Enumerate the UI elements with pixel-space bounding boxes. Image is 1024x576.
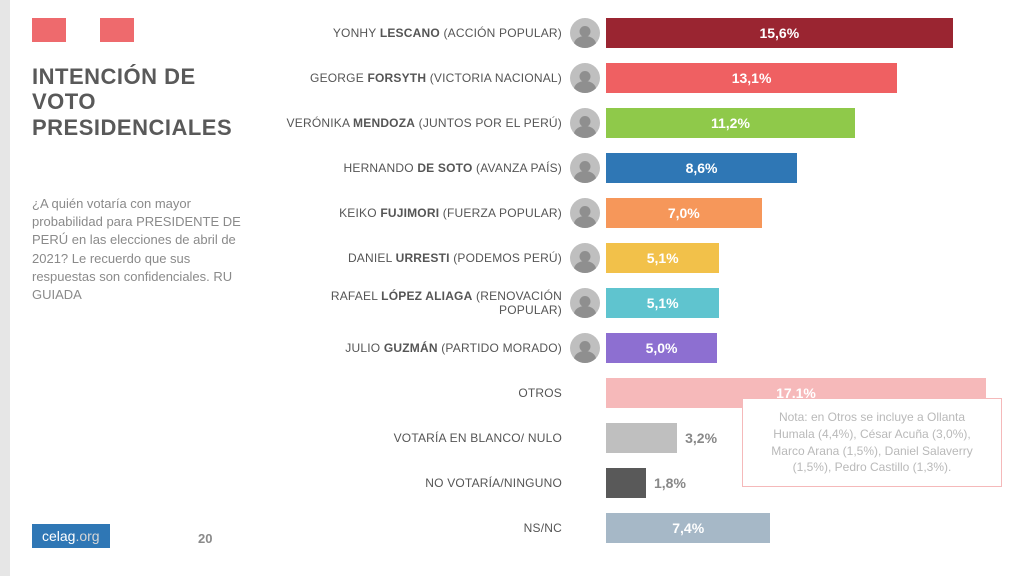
- bar-value: 3,2%: [677, 423, 717, 453]
- left-stripe: [0, 0, 10, 576]
- bar: 7,4%: [606, 513, 770, 543]
- row-label: VERÓNIKA MENDOZA (JUNTOS POR EL PERÚ): [280, 116, 570, 130]
- candidate-photo: [570, 153, 600, 183]
- chart-row: VERÓNIKA MENDOZA (JUNTOS POR EL PERÚ) 11,…: [280, 102, 1000, 143]
- bar: [606, 468, 646, 498]
- chart-row: DANIEL URRESTI (PODEMOS PERÚ) 5,1%: [280, 237, 1000, 278]
- candidate-photo: [570, 333, 600, 363]
- row-label: JULIO GUZMÁN (PARTIDO MORADO): [280, 341, 570, 355]
- bar: 8,6%: [606, 153, 797, 183]
- candidate-photo: [570, 198, 600, 228]
- logo-text-pre: celag: [42, 528, 75, 544]
- flag-decoration: [32, 18, 134, 42]
- page-title: INTENCIÓN DE VOTO PRESIDENCIALES: [32, 64, 262, 140]
- bar-value: 1,8%: [646, 468, 686, 498]
- bar: 15,6%: [606, 18, 953, 48]
- bar-wrap: 7,0%: [606, 198, 1000, 228]
- row-label: VOTARÍA EN BLANCO/ NULO: [280, 431, 570, 445]
- candidate-photo: [570, 243, 600, 273]
- row-label: YONHY LESCANO (ACCIÓN POPULAR): [280, 26, 570, 40]
- bar-wrap: 8,6%: [606, 153, 1000, 183]
- row-label: DANIEL URRESTI (PODEMOS PERÚ): [280, 251, 570, 265]
- bar-wrap: 15,6%: [606, 18, 1000, 48]
- bar: 5,1%: [606, 243, 719, 273]
- bar: 5,0%: [606, 333, 717, 363]
- row-label: NS/NC: [280, 521, 570, 535]
- row-label: KEIKO FUJIMORI (FUERZA POPULAR): [280, 206, 570, 220]
- bar: [606, 423, 677, 453]
- candidate-photo: [570, 288, 600, 318]
- bar: 13,1%: [606, 63, 897, 93]
- row-label: GEORGE FORSYTH (VICTORIA NACIONAL): [280, 71, 570, 85]
- source-logo: celag.org: [32, 524, 110, 548]
- candidate-photo: [570, 18, 600, 48]
- page-number: 20: [198, 531, 212, 546]
- chart-row: HERNANDO DE SOTO (AVANZA PAÍS) 8,6%: [280, 147, 1000, 188]
- bar-wrap: 5,1%: [606, 243, 1000, 273]
- bar: 11,2%: [606, 108, 855, 138]
- chart-row: NS/NC 7,4%: [280, 507, 1000, 548]
- candidate-photo: [570, 108, 600, 138]
- logo-text-suf: .org: [75, 528, 99, 544]
- chart-row: JULIO GUZMÁN (PARTIDO MORADO) 5,0%: [280, 327, 1000, 368]
- row-label: NO VOTARÍA/NINGUNO: [280, 476, 570, 490]
- bar-wrap: 5,1%: [606, 288, 1000, 318]
- chart-row: GEORGE FORSYTH (VICTORIA NACIONAL) 13,1%: [280, 57, 1000, 98]
- row-label: RAFAEL LÓPEZ ALIAGA (RENOVACIÓN POPULAR): [280, 289, 570, 317]
- chart-row: YONHY LESCANO (ACCIÓN POPULAR) 15,6%: [280, 12, 1000, 53]
- chart-row: KEIKO FUJIMORI (FUERZA POPULAR) 7,0%: [280, 192, 1000, 233]
- bar-wrap: 7,4%: [606, 513, 1000, 543]
- chart-row: RAFAEL LÓPEZ ALIAGA (RENOVACIÓN POPULAR)…: [280, 282, 1000, 323]
- note-box: Nota: en Otros se incluye a Ollanta Huma…: [742, 398, 1002, 487]
- candidate-photo: [570, 63, 600, 93]
- bar: 7,0%: [606, 198, 762, 228]
- row-label: OTROS: [280, 386, 570, 400]
- bar-wrap: 13,1%: [606, 63, 1000, 93]
- row-label: HERNANDO DE SOTO (AVANZA PAÍS): [280, 161, 570, 175]
- bar-wrap: 5,0%: [606, 333, 1000, 363]
- bar-wrap: 11,2%: [606, 108, 1000, 138]
- survey-question: ¿A quién votaría con mayor probabilidad …: [32, 195, 242, 304]
- bar: 5,1%: [606, 288, 719, 318]
